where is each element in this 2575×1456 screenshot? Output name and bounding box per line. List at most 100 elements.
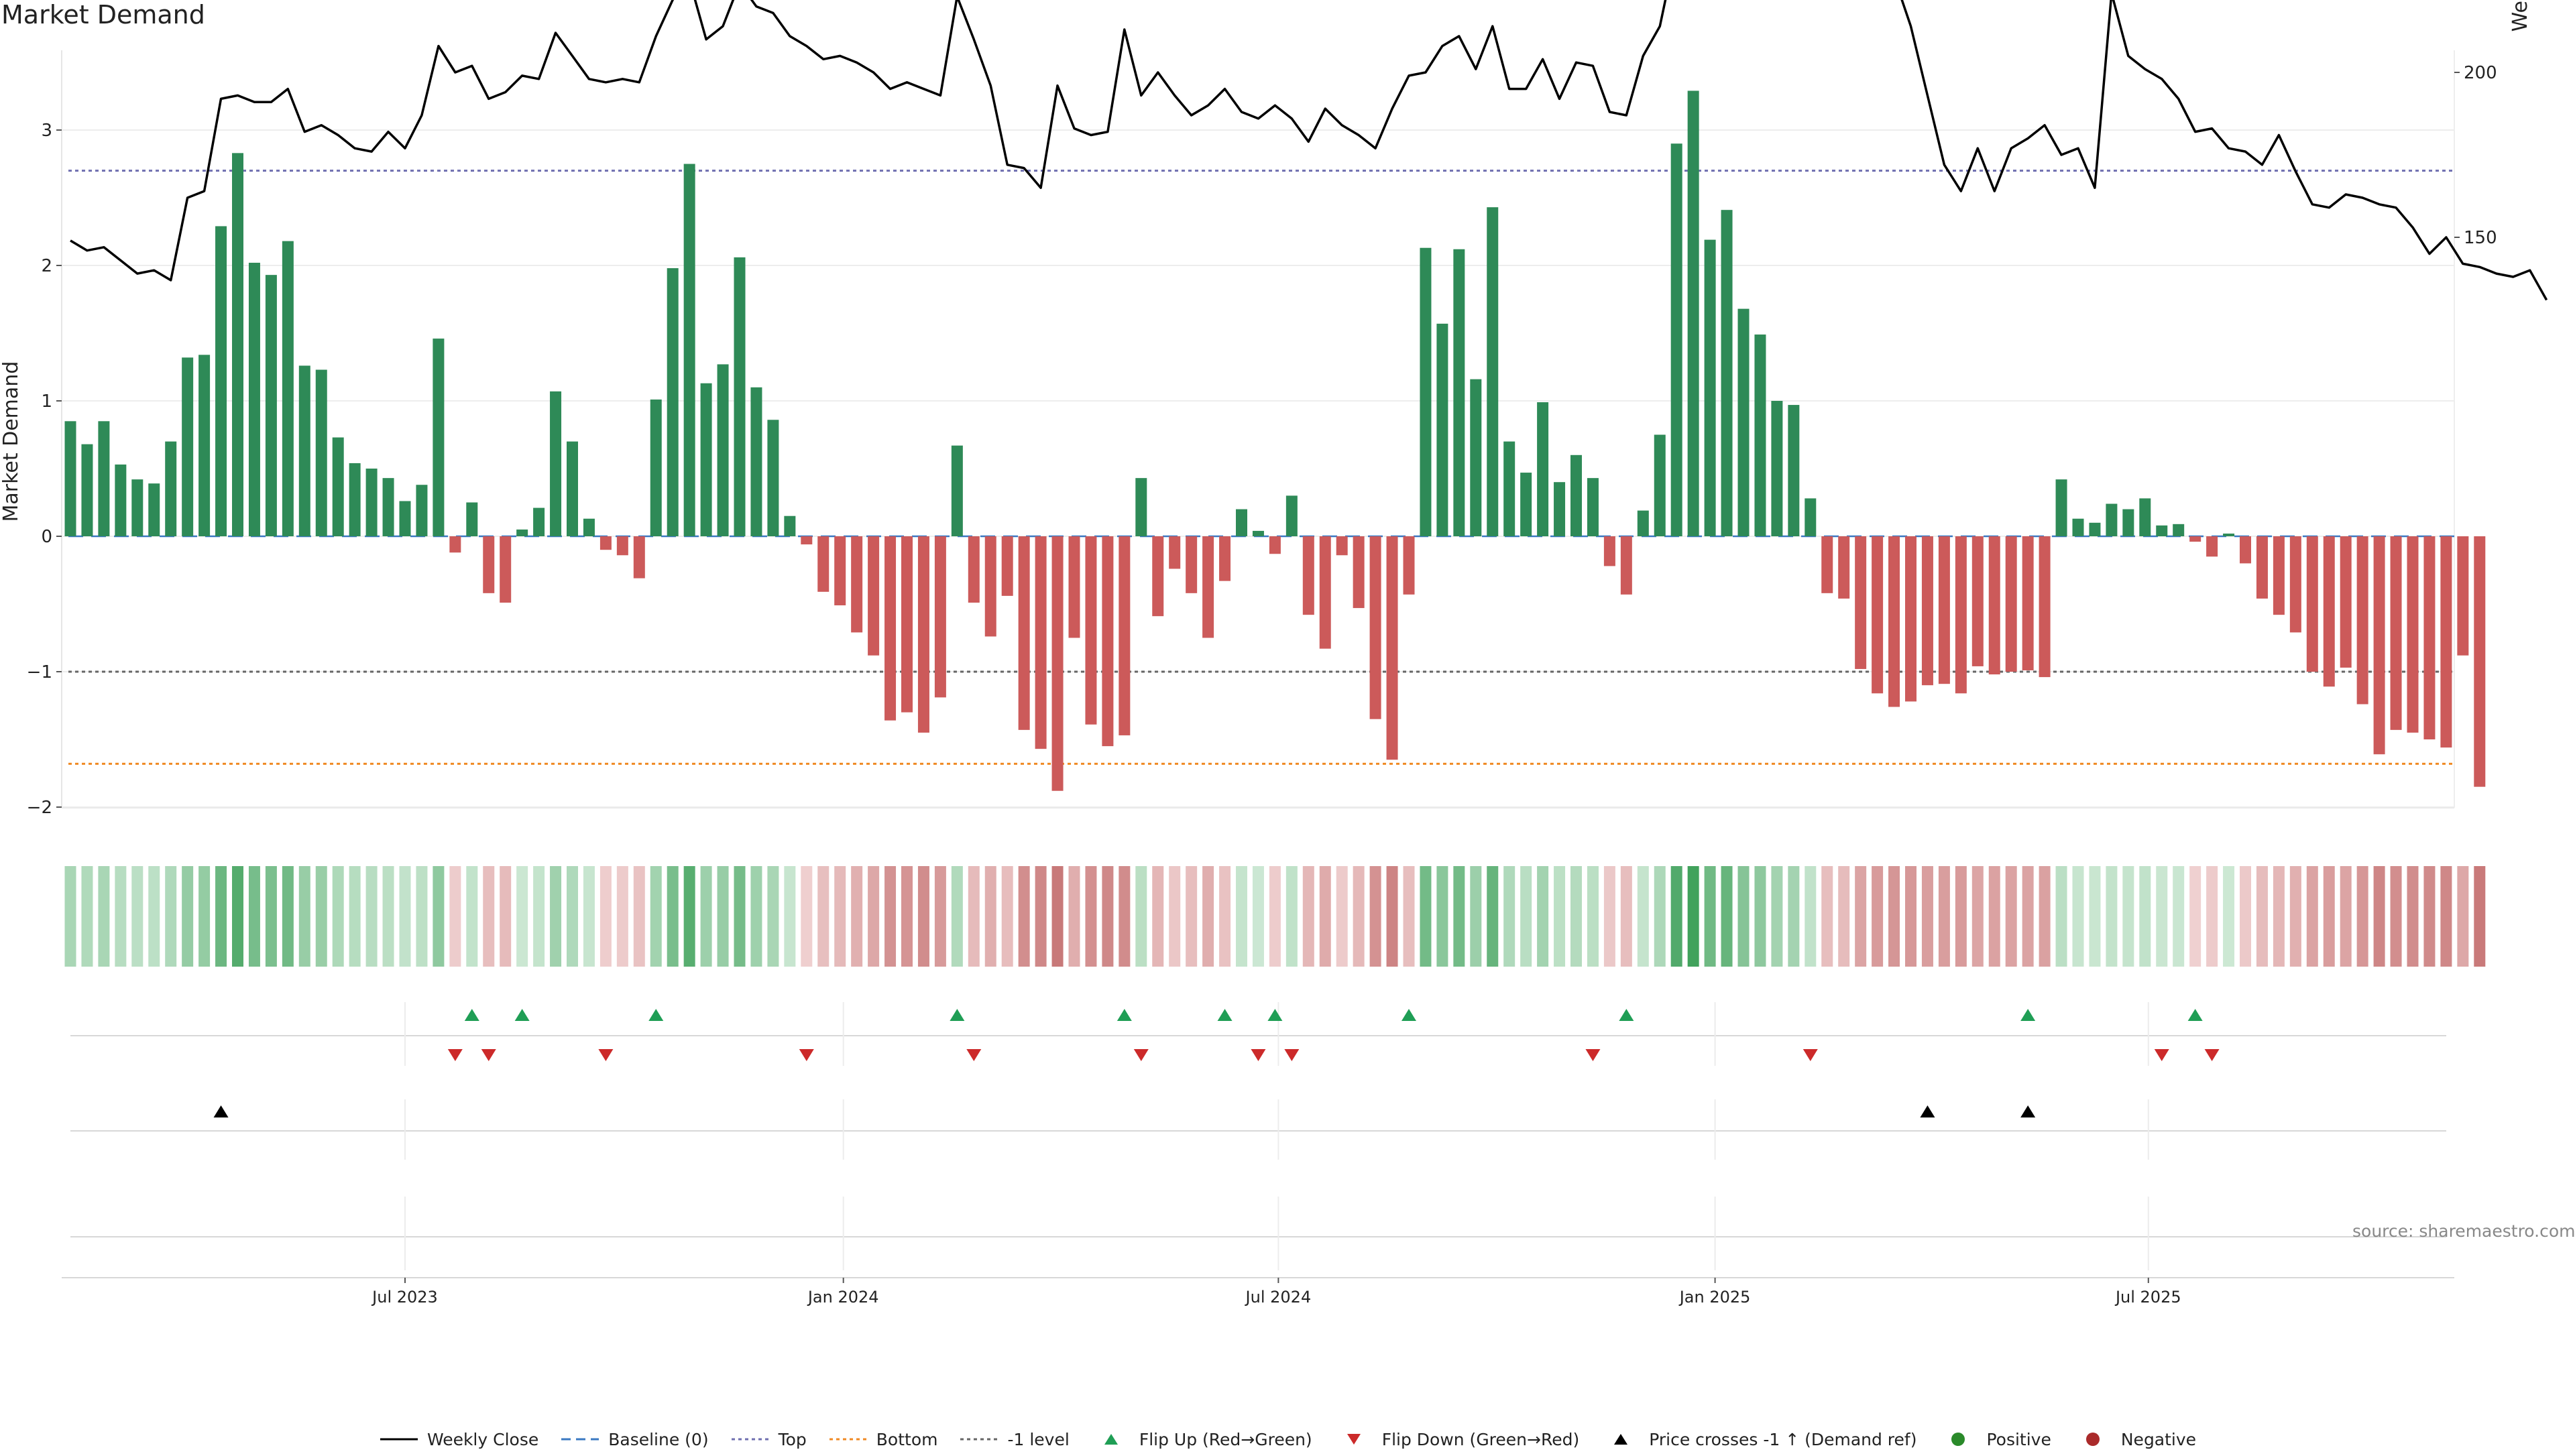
demand-bar <box>583 518 595 536</box>
heatstrip-cell <box>2240 866 2251 967</box>
demand-bar <box>1453 249 1465 536</box>
heatstrip-cell <box>1302 866 1314 967</box>
heatstrip-cell <box>232 866 243 967</box>
heatstrip-cell <box>1754 866 1766 967</box>
left-tick-label: 3 <box>41 121 52 141</box>
heatstrip-cell <box>265 866 277 967</box>
demand-bar <box>2273 536 2285 615</box>
demand-bar <box>2323 536 2335 687</box>
demand-bar <box>1788 405 1800 536</box>
demand-bar <box>1236 509 1247 536</box>
flip-down-marker <box>1251 1049 1266 1061</box>
heatstrip-cell <box>449 866 461 967</box>
demand-bar <box>2407 536 2419 733</box>
demand-bar <box>1988 536 2000 675</box>
demand-bar <box>700 383 712 536</box>
heatstrip-cell <box>2089 866 2101 967</box>
heatstrip-cell <box>1805 866 1817 967</box>
heatstrip-cell <box>2173 866 2185 967</box>
demand-bar <box>1319 536 1331 649</box>
demand-bar <box>2072 518 2084 536</box>
demand-bar <box>650 399 662 536</box>
heatstrip-cell <box>700 866 712 967</box>
demand-bar <box>1587 478 1599 536</box>
heatstrip-cell <box>917 866 929 967</box>
legend-symbol <box>1347 1434 1361 1445</box>
heatstrip-cell <box>1554 866 1566 967</box>
heatstrip-cell <box>1704 866 1716 967</box>
legend: Weekly Close Baseline (0) Top Bottom -1 leve… <box>0 1422 2575 1456</box>
heatstrip-cell <box>1436 866 1448 967</box>
flip-down-marker <box>2154 1049 2169 1061</box>
heatstrip-cell <box>1269 866 1281 967</box>
legend-item: Top <box>730 1430 807 1449</box>
demand-bar <box>1737 308 1750 536</box>
heatstrip-cell <box>1587 866 1599 967</box>
flip-up-marker <box>950 1009 965 1021</box>
heatstrip-cell <box>1420 866 1432 967</box>
legend-label: -1 level <box>1007 1429 1070 1449</box>
demand-bar <box>433 339 445 536</box>
heatstrip-cell <box>1620 866 1632 967</box>
heatstrip-cell <box>2457 866 2469 967</box>
demand-bar <box>934 536 946 698</box>
heatstrip-cell <box>349 866 361 967</box>
chart-title: Market Demand <box>1 0 205 29</box>
heatstrip-cell <box>2474 866 2486 967</box>
demand-bar <box>1285 495 1298 536</box>
heatstrip-cell <box>901 866 913 967</box>
demand-bar <box>516 529 528 536</box>
demand-bar <box>1938 536 1950 684</box>
legend-symbol-shape <box>1614 1434 1628 1445</box>
heatstrip-cell <box>868 866 880 967</box>
heatstrip-cell <box>1135 866 1147 967</box>
legend-item: Positive <box>1938 1430 2051 1449</box>
demand-bar <box>1302 536 1314 615</box>
demand-bar <box>2356 536 2368 705</box>
right-tick-label: 150 <box>2464 228 2497 248</box>
heatstrip-cell <box>750 866 762 967</box>
heatstrip-cell <box>2323 866 2335 967</box>
demand-bar <box>1554 482 1566 536</box>
heatstrip-cell <box>1788 866 1800 967</box>
heatstrip-cell <box>516 866 528 967</box>
heatstrip-cell <box>1403 866 1415 967</box>
flip-down-marker <box>598 1049 614 1061</box>
heatstrip-cell <box>182 866 194 967</box>
heatstrip-cell <box>1219 866 1231 967</box>
demand-bar <box>1503 441 1515 536</box>
heatstrip-cell <box>148 866 160 967</box>
heatstrip-cell <box>2072 866 2084 967</box>
heatstrip-cell <box>984 866 996 967</box>
left-tick-label: −2 <box>27 798 52 818</box>
demand-bar <box>817 536 829 592</box>
legend-label: Negative <box>2120 1429 2197 1449</box>
date-tick-label: Jul 2024 <box>1245 1288 1312 1307</box>
right-tick-label: 200 <box>2464 63 2497 83</box>
right-axis-label: Weekly Close Price <box>2509 0 2532 32</box>
demand-bar <box>165 441 177 536</box>
heatstrip-cell <box>1085 866 1097 967</box>
flip-up-marker <box>1117 1009 1132 1021</box>
legend-symbol-shape <box>2085 1433 2100 1446</box>
demand-bar <box>1921 536 1933 686</box>
heatstrip-cell <box>583 866 595 967</box>
heatstrip-cell <box>382 866 394 967</box>
demand-bar <box>1637 510 1649 536</box>
legend-symbol <box>1104 1434 1118 1445</box>
demand-bar <box>2340 536 2352 668</box>
flip-down-marker <box>966 1049 982 1061</box>
heatstrip-cell <box>1838 866 1850 967</box>
price-cross-marker <box>2020 1105 2036 1117</box>
flip-up-marker <box>1401 1009 1416 1021</box>
demand-bar <box>2423 536 2436 739</box>
demand-bar <box>298 365 310 536</box>
demand-bar <box>2289 536 2301 633</box>
demand-bar <box>1520 473 1532 536</box>
date-tick-label: Jan 2024 <box>807 1288 879 1307</box>
demand-bar <box>2156 525 2168 536</box>
demand-bar <box>1754 335 1766 536</box>
flip-up-marker <box>1217 1009 1233 1021</box>
demand-bar <box>1855 536 1867 669</box>
heatstrip-cell <box>81 866 93 967</box>
